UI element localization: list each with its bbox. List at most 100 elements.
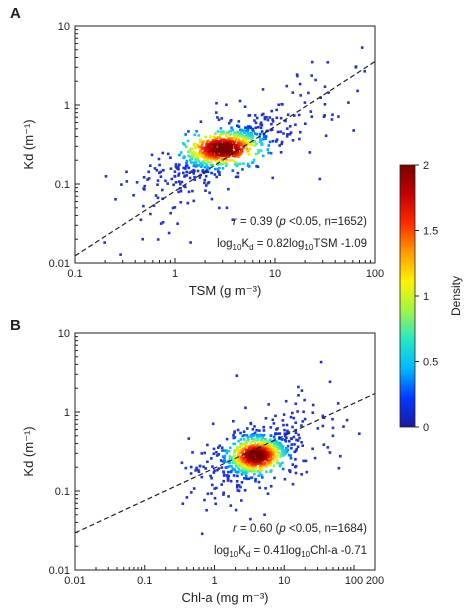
scatter-point [191, 451, 194, 454]
scatter-point [233, 436, 237, 439]
scatter-point [142, 204, 145, 208]
scatter-point [232, 151, 235, 154]
scatter-point [213, 146, 217, 150]
scatter-point [239, 431, 242, 435]
scatter-point [237, 470, 240, 474]
colorbar-tick-label: 0.5 [423, 357, 438, 369]
scatter-point [253, 144, 257, 147]
scatter-point [192, 487, 196, 490]
scatter-point [289, 456, 293, 460]
scatter-point [231, 169, 235, 172]
stats-r: = 0.60 ( [237, 523, 280, 535]
scatter-point [158, 163, 161, 167]
scatter-point [249, 517, 252, 521]
scatter-point [201, 160, 205, 164]
scatter-point [232, 433, 235, 437]
scatter-point [259, 121, 263, 124]
eq-part: = 0.41log [250, 545, 301, 557]
scatter-point [251, 161, 255, 164]
y-axis-label: Kd (m⁻¹) [21, 119, 36, 169]
scatter-point [185, 174, 188, 177]
scatter-point [252, 468, 255, 472]
scatter-point [203, 498, 206, 502]
scatter-point [245, 465, 249, 469]
scatter-point [303, 398, 306, 402]
scatter-point [248, 133, 252, 137]
scatter-point [261, 476, 264, 479]
scatter-point [323, 114, 326, 117]
scatter-point [284, 439, 288, 443]
scatter-point [336, 402, 340, 405]
scatter-point [236, 152, 239, 156]
scatter-point [237, 120, 241, 123]
scatter-point [269, 456, 273, 460]
scatter-point [238, 99, 242, 103]
scatter-point [194, 469, 197, 472]
x-tick-label: 0.1 [137, 575, 152, 587]
scatter-point [269, 461, 272, 464]
scatter-point [217, 136, 220, 140]
eq-sub: 10 [301, 550, 310, 559]
scatter-point [190, 491, 193, 494]
scatter-point [331, 434, 335, 438]
scatter-point [193, 162, 196, 166]
scatter-point [235, 164, 239, 168]
scatter-point [228, 133, 231, 136]
scatter-point [282, 413, 286, 416]
scatter-point [246, 149, 249, 153]
scatter-point [227, 130, 231, 134]
scatter-point [268, 140, 272, 144]
scatter-point [214, 502, 217, 506]
scatter-point [179, 182, 182, 186]
scatter-point [217, 118, 221, 122]
scatter-point [219, 140, 222, 143]
scatter-point [311, 411, 315, 414]
scatter-point [360, 46, 364, 49]
scatter-point [195, 155, 199, 158]
scatter-point [276, 461, 279, 465]
stats-r: = 0.39 ( [237, 216, 280, 228]
scatter-point [207, 161, 210, 164]
scatter-point [190, 155, 193, 158]
scatter-point [225, 437, 229, 441]
scatter-point [177, 172, 181, 175]
scatter-point [275, 138, 279, 141]
scatter-point [257, 474, 260, 477]
y-tick-label: 10 [58, 21, 70, 33]
scatter-point [195, 153, 198, 157]
scatter-point [262, 425, 265, 429]
scatter-point [125, 180, 129, 183]
scatter-point [322, 115, 326, 118]
scatter-point [258, 140, 262, 144]
scatter-point [166, 182, 169, 185]
fit-line [75, 61, 375, 257]
scatter-point [298, 137, 301, 141]
scatter-point [234, 143, 237, 147]
scatter-point [196, 144, 200, 148]
scatter-point [209, 474, 212, 478]
scatter-point [196, 169, 200, 173]
scatter-point [246, 436, 250, 439]
scatter-point [210, 171, 213, 175]
scatter-point [204, 467, 207, 470]
scatter-point [241, 442, 245, 446]
scatter-point [220, 117, 224, 120]
scatter-point [286, 448, 290, 452]
scatter-point [246, 458, 249, 461]
scatter-point [291, 463, 295, 466]
scatter-point [302, 410, 305, 414]
scatter-point [305, 470, 309, 474]
scatter-point [167, 231, 171, 235]
scatter-point [285, 431, 289, 435]
scatter-point [283, 428, 286, 432]
scatter-point [260, 123, 264, 127]
scatter-point [156, 196, 160, 200]
scatter-point [225, 103, 228, 107]
stats-rest: <0.05, n=1684) [286, 523, 367, 535]
scatter-point [256, 470, 260, 473]
scatter-point [219, 137, 223, 141]
scatter-point [181, 502, 185, 505]
scatter-point [236, 147, 240, 151]
scatter-point [241, 129, 244, 133]
scatter-point [241, 462, 245, 465]
